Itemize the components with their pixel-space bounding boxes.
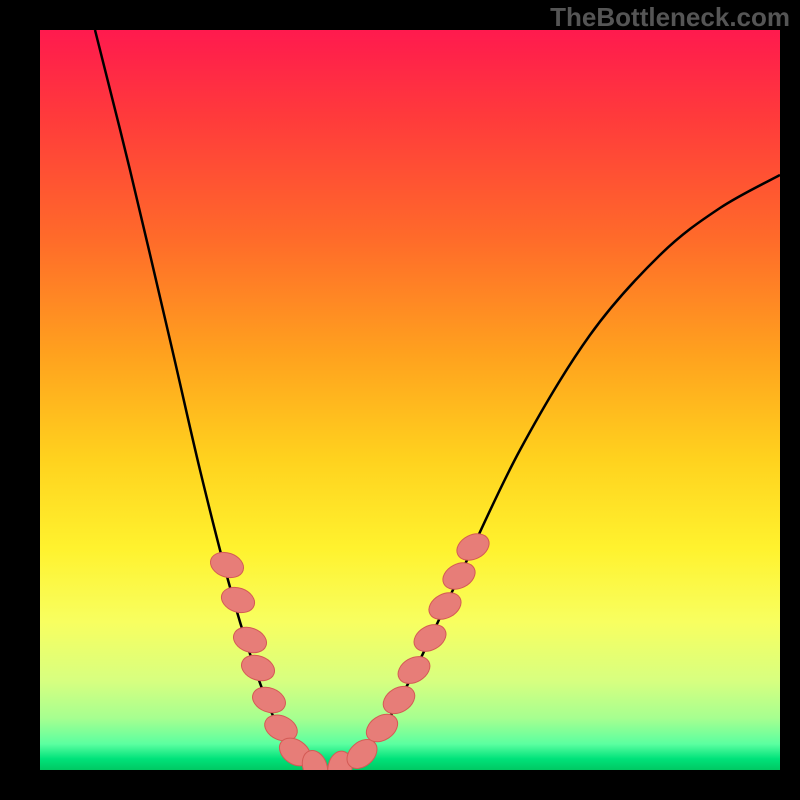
watermark-text: TheBottleneck.com bbox=[550, 2, 790, 33]
